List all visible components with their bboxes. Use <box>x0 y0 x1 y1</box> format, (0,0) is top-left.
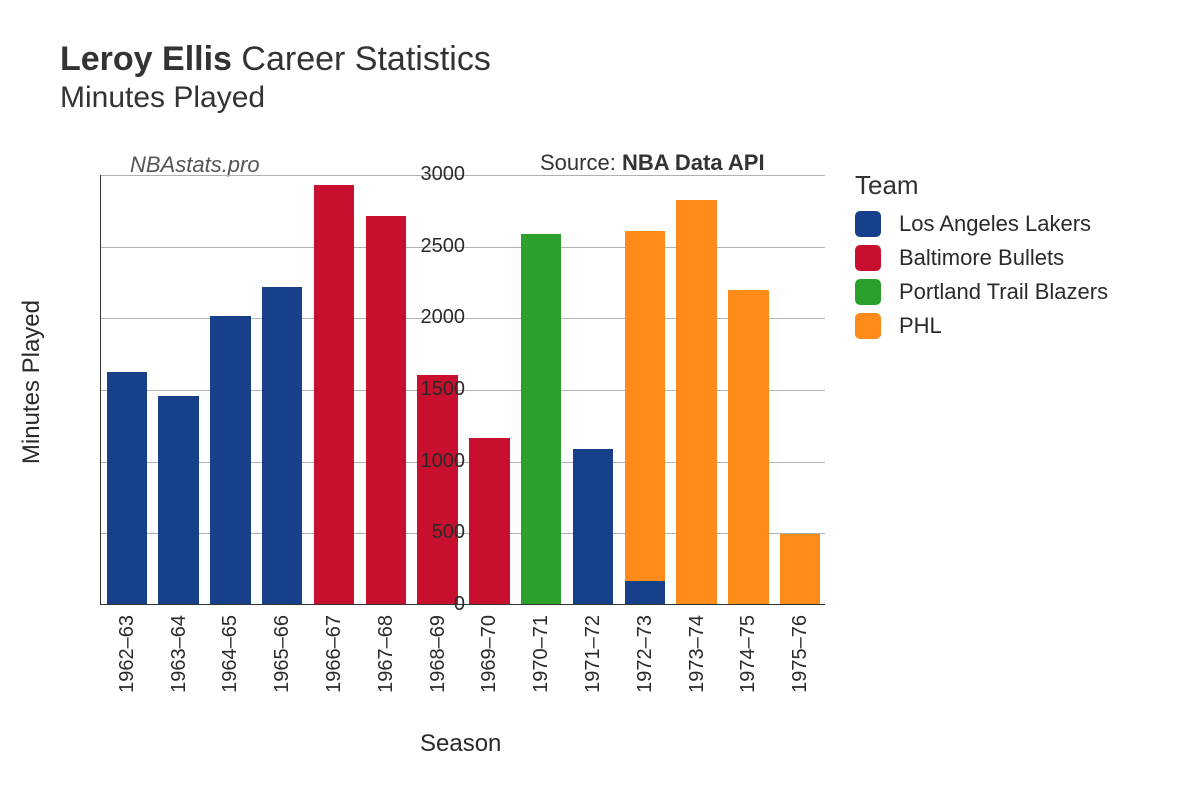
x-tick-label: 1973–74 <box>686 615 709 693</box>
x-axis-title: Season <box>420 730 501 758</box>
bar-segment <box>417 375 457 604</box>
chart-title: Leroy Ellis Career Statistics <box>60 40 491 79</box>
title-player: Leroy Ellis <box>60 40 232 78</box>
bar <box>366 174 406 604</box>
x-tick-label: 1968–69 <box>427 615 450 693</box>
x-tick-label: 1972–73 <box>634 615 657 693</box>
y-tick-label: 500 <box>405 521 465 544</box>
bar-segment <box>262 287 302 604</box>
legend-item: Los Angeles Lakers <box>855 211 1108 237</box>
bar-segment <box>366 216 406 604</box>
bar <box>158 174 198 604</box>
x-tick-label: 1974–75 <box>737 615 760 693</box>
bar-segment <box>469 438 509 604</box>
y-tick-label: 1000 <box>405 450 465 473</box>
bar-segment <box>780 534 820 604</box>
x-tick-label: 1970–71 <box>530 615 553 693</box>
y-tick-label: 0 <box>405 593 465 616</box>
legend-label: PHL <box>899 313 942 339</box>
x-tick-label: 1965–66 <box>271 615 294 693</box>
x-tick-label: 1962–63 <box>116 615 139 693</box>
legend-item: Baltimore Bullets <box>855 245 1108 271</box>
bar <box>107 174 147 604</box>
bar-segment <box>158 396 198 604</box>
x-tick-label: 1964–65 <box>219 615 242 693</box>
x-tick-label: 1975–76 <box>789 615 812 693</box>
bar-segment <box>521 234 561 604</box>
bar-segment <box>573 449 613 604</box>
legend-swatch <box>855 279 881 305</box>
title-rest: Career Statistics <box>232 40 491 78</box>
legend-label: Baltimore Bullets <box>899 245 1064 271</box>
y-tick-label: 2500 <box>405 235 465 258</box>
x-tick-label: 1967–68 <box>375 615 398 693</box>
bar <box>780 174 820 604</box>
bar-segment <box>676 200 716 604</box>
legend-item: Portland Trail Blazers <box>855 279 1108 305</box>
legend-swatch <box>855 313 881 339</box>
legend-title: Team <box>855 170 1108 201</box>
bar-segment <box>107 372 147 604</box>
bar-segment <box>728 290 768 604</box>
x-tick-label: 1969–70 <box>478 615 501 693</box>
bar <box>314 174 354 604</box>
bar <box>625 174 665 604</box>
y-axis-title: Minutes Played <box>18 300 46 464</box>
bar <box>210 174 250 604</box>
legend-swatch <box>855 245 881 271</box>
bar-segment <box>314 185 354 604</box>
bar <box>728 174 768 604</box>
source-name: NBA Data API <box>622 150 765 175</box>
legend-label: Portland Trail Blazers <box>899 279 1108 305</box>
legend-item: PHL <box>855 313 1108 339</box>
legend-label: Los Angeles Lakers <box>899 211 1091 237</box>
legend-swatch <box>855 211 881 237</box>
source-annotation: Source: NBA Data API <box>540 150 765 176</box>
title-block: Leroy Ellis Career Statistics Minutes Pl… <box>60 40 491 115</box>
bar <box>521 174 561 604</box>
bar-segment <box>625 581 665 604</box>
bar <box>262 174 302 604</box>
bar <box>676 174 716 604</box>
bar-segment <box>210 316 250 604</box>
bar <box>469 174 509 604</box>
chart-subtitle: Minutes Played <box>60 81 491 115</box>
bar <box>573 174 613 604</box>
source-prefix: Source: <box>540 150 622 175</box>
x-tick-label: 1963–64 <box>168 615 191 693</box>
chart-container: Leroy Ellis Career Statistics Minutes Pl… <box>0 0 1200 800</box>
x-tick-label: 1971–72 <box>582 615 605 693</box>
legend: Team Los Angeles Lakers Baltimore Bullets… <box>855 170 1108 347</box>
y-tick-label: 2000 <box>405 306 465 329</box>
y-tick-label: 3000 <box>405 163 465 186</box>
bar-segment <box>625 231 665 581</box>
y-tick-label: 1500 <box>405 378 465 401</box>
x-tick-label: 1966–67 <box>323 615 346 693</box>
